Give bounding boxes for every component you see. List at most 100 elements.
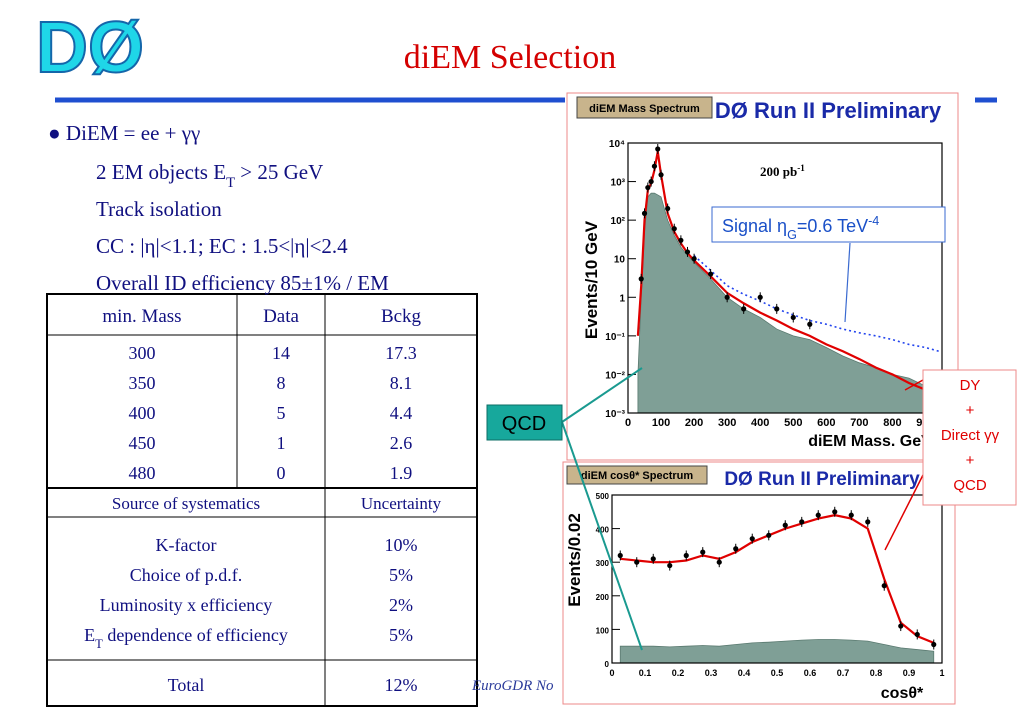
x-tick-label: 0.4 [738, 668, 751, 678]
table-cell: 480 [129, 463, 156, 483]
table-cell-part: T [95, 637, 103, 651]
background-area [619, 639, 935, 664]
data-point [683, 552, 689, 559]
x-tick-label: 400 [751, 417, 769, 429]
data-point [648, 178, 654, 185]
table-cell: 8.1 [390, 373, 413, 393]
table-cell: 1.9 [390, 463, 413, 483]
table-cell-part: K-factor [156, 535, 217, 555]
signal-box [711, 206, 946, 243]
y-tick-label: 10⁴ [609, 139, 625, 150]
data-point [741, 306, 747, 312]
x-tick-label: 0.6 [804, 668, 817, 678]
table-header: Data [263, 306, 299, 327]
plot-frame [627, 142, 943, 414]
table-cell: 2.6 [390, 433, 413, 453]
table-header: Source of systematics [112, 494, 260, 513]
x-tick-label: 1 [939, 668, 944, 678]
x-tick-label: 300 [718, 417, 736, 429]
arrow [844, 242, 851, 323]
bullet-item-part: T [226, 175, 235, 191]
table-cell-part: Choice of p.d.f. [130, 565, 242, 585]
table-cell: 400 [129, 403, 156, 423]
plot-title: diEM Mass Spectrum [589, 103, 700, 115]
data-point [650, 556, 656, 562]
x-axis-label: cosθ* [881, 685, 924, 702]
y-tick-label: 10⁻¹ [605, 332, 625, 343]
logo: DØ [36, 8, 144, 88]
table-cell: Choice of p.d.f. [130, 565, 242, 585]
y-axis-label: Events/10 GeV [582, 220, 601, 339]
data-point [634, 559, 640, 565]
y-tick-label: 200 [596, 593, 610, 602]
data-point [691, 256, 697, 262]
table-cell-part: Luminosity x efficiency [100, 595, 273, 615]
data-point [638, 276, 644, 282]
x-tick-label: 800 [883, 417, 901, 429]
plot-subtitle: DØ Run II Preliminary [724, 469, 920, 490]
table-cell: Total [168, 675, 205, 695]
table-cell: 10% [385, 535, 418, 555]
table-cell: 14 [272, 343, 290, 363]
bullet-item-part: Track isolation [96, 197, 222, 221]
qcd-label: QCD [502, 413, 546, 435]
footer: EuroGDR No [471, 678, 554, 694]
data-point [749, 536, 755, 542]
plot-title: diEM cosθ* Spectrum [581, 470, 694, 482]
bullet-item-part: Overall ID efficiency 85±1% / EM [96, 271, 389, 295]
data-point [815, 512, 821, 518]
data-point [655, 146, 661, 152]
plot-subtitle: DØ Run II Preliminary [715, 98, 942, 123]
data-point [865, 519, 871, 525]
data-point [665, 205, 671, 212]
y-tick-label: 10 [614, 255, 626, 266]
data-point [733, 546, 739, 552]
bullet-item-part: > 25 GeV [235, 160, 323, 184]
table-cell: 8 [277, 373, 286, 393]
data-point [774, 306, 780, 312]
data-point [766, 532, 772, 538]
data-point [678, 237, 684, 243]
x-tick-label: 200 [685, 417, 703, 429]
y-tick-label: 10⁻² [605, 370, 625, 381]
bullet-item: 2 EM objects ET > 25 GeV [96, 160, 323, 191]
table-header: Uncertainty [361, 494, 442, 513]
data-point [658, 172, 664, 178]
table-frame [46, 487, 478, 707]
table-header: Bckg [381, 306, 422, 327]
table-cell: 17.3 [385, 343, 417, 363]
y-tick-label: 10⁻³ [605, 409, 625, 420]
y-tick-label: 500 [596, 492, 610, 501]
x-tick-label: 0.5 [771, 668, 784, 678]
data-point [832, 509, 838, 515]
y-tick-label: 1 [619, 293, 625, 304]
x-tick-label: 0.9 [903, 668, 916, 678]
signal-label-part: -4 [868, 214, 879, 228]
data-point [617, 552, 623, 559]
dy-label: DY [960, 377, 981, 394]
data-point [807, 321, 813, 327]
data-point [898, 623, 904, 629]
plot-frame [611, 494, 943, 664]
data-point [641, 210, 648, 216]
table-cell: 4.4 [390, 403, 413, 423]
x-tick-label: 0 [625, 417, 631, 429]
table-cell: 5% [389, 565, 413, 585]
lumi-label-part: 200 pb [760, 164, 797, 179]
data-point [914, 631, 920, 638]
bullet-item: Overall ID efficiency 85±1% / EM [96, 271, 389, 295]
slide-title: diEM Selection [404, 39, 616, 76]
data-point [667, 562, 673, 569]
x-tick-label: 500 [784, 417, 802, 429]
data-point [724, 294, 730, 300]
table-cell: 12% [385, 675, 418, 695]
data-point [716, 559, 722, 565]
dy-label: + [966, 402, 975, 419]
table-cell: 1 [277, 433, 286, 453]
arrow [561, 421, 643, 651]
table-cell: 5% [389, 625, 413, 645]
bullet-item: CC : |η|<1.1; EC : 1.5<|η|<2.4 [96, 234, 348, 258]
data-point [799, 519, 805, 525]
dy-label: + [966, 452, 975, 469]
qcd-box [486, 404, 563, 441]
